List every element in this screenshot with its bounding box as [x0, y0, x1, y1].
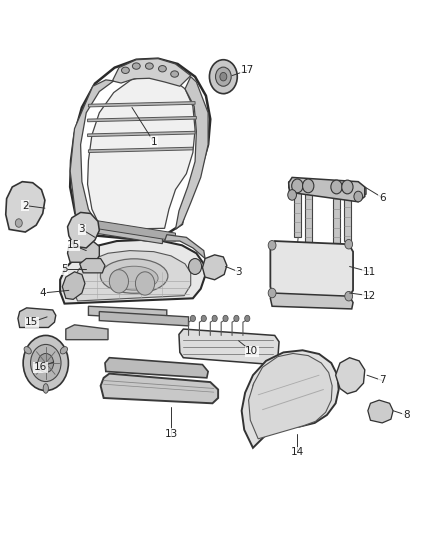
- Text: 8: 8: [403, 410, 410, 420]
- Circle shape: [345, 292, 353, 301]
- Polygon shape: [88, 131, 195, 136]
- Polygon shape: [289, 182, 366, 195]
- Text: 3: 3: [78, 224, 85, 235]
- Polygon shape: [333, 193, 340, 243]
- Text: 4: 4: [39, 288, 46, 298]
- Polygon shape: [73, 251, 191, 301]
- Text: 15: 15: [25, 317, 39, 327]
- Polygon shape: [67, 241, 99, 262]
- Text: 10: 10: [245, 346, 258, 357]
- Ellipse shape: [60, 346, 67, 354]
- Circle shape: [15, 219, 22, 227]
- Text: 6: 6: [379, 192, 385, 203]
- Polygon shape: [289, 177, 365, 202]
- Circle shape: [135, 272, 155, 295]
- Polygon shape: [221, 86, 227, 94]
- Ellipse shape: [159, 66, 166, 72]
- Circle shape: [268, 240, 276, 250]
- Polygon shape: [368, 400, 393, 423]
- Polygon shape: [88, 224, 162, 244]
- Ellipse shape: [145, 63, 153, 69]
- Circle shape: [215, 67, 231, 86]
- Polygon shape: [88, 75, 195, 229]
- Circle shape: [303, 179, 314, 193]
- Polygon shape: [66, 325, 108, 340]
- Text: 1: 1: [150, 137, 157, 147]
- Text: 11: 11: [363, 267, 376, 277]
- Circle shape: [190, 316, 195, 321]
- Ellipse shape: [121, 67, 129, 74]
- Polygon shape: [60, 240, 205, 304]
- Polygon shape: [242, 350, 339, 448]
- Polygon shape: [275, 252, 350, 293]
- Polygon shape: [99, 312, 188, 326]
- Circle shape: [342, 180, 353, 194]
- Circle shape: [110, 270, 128, 293]
- Ellipse shape: [24, 346, 32, 354]
- Text: 16: 16: [34, 362, 47, 372]
- Polygon shape: [202, 255, 227, 280]
- Polygon shape: [179, 329, 279, 365]
- Text: 17: 17: [240, 66, 254, 75]
- Text: 14: 14: [291, 447, 304, 457]
- Polygon shape: [88, 306, 167, 319]
- Polygon shape: [88, 147, 193, 152]
- Polygon shape: [67, 213, 99, 248]
- Circle shape: [188, 259, 201, 274]
- Circle shape: [38, 353, 53, 373]
- Ellipse shape: [171, 71, 179, 77]
- Circle shape: [331, 180, 342, 194]
- Circle shape: [268, 288, 276, 298]
- Ellipse shape: [110, 266, 158, 290]
- Ellipse shape: [132, 63, 140, 69]
- Polygon shape: [88, 116, 196, 122]
- Circle shape: [288, 190, 297, 200]
- Circle shape: [212, 316, 217, 321]
- Polygon shape: [336, 358, 365, 394]
- Polygon shape: [113, 59, 191, 86]
- Circle shape: [209, 60, 237, 94]
- Circle shape: [220, 72, 227, 81]
- Polygon shape: [18, 308, 56, 327]
- Circle shape: [223, 316, 228, 321]
- Polygon shape: [270, 241, 353, 297]
- Polygon shape: [176, 77, 208, 229]
- Text: 2: 2: [22, 200, 28, 211]
- Polygon shape: [70, 80, 114, 235]
- Polygon shape: [88, 102, 195, 107]
- Ellipse shape: [43, 384, 48, 393]
- Polygon shape: [105, 358, 208, 378]
- Circle shape: [234, 316, 239, 321]
- Polygon shape: [165, 235, 205, 259]
- Text: 7: 7: [379, 375, 385, 385]
- Text: 12: 12: [363, 290, 376, 301]
- Polygon shape: [80, 259, 105, 273]
- Circle shape: [23, 335, 68, 391]
- Polygon shape: [344, 193, 351, 241]
- Text: 15: 15: [67, 240, 80, 251]
- Text: 3: 3: [235, 267, 242, 277]
- Circle shape: [245, 316, 250, 321]
- Circle shape: [31, 344, 61, 382]
- Circle shape: [354, 191, 363, 202]
- Polygon shape: [6, 182, 45, 232]
- Polygon shape: [101, 374, 218, 403]
- Text: 13: 13: [165, 429, 178, 439]
- Polygon shape: [294, 192, 301, 237]
- Circle shape: [201, 316, 206, 321]
- Circle shape: [292, 179, 303, 193]
- Polygon shape: [62, 272, 85, 300]
- Polygon shape: [95, 220, 176, 241]
- Polygon shape: [270, 293, 353, 309]
- Text: 5: 5: [61, 264, 68, 274]
- Ellipse shape: [100, 259, 168, 293]
- Polygon shape: [249, 353, 332, 439]
- Polygon shape: [305, 192, 312, 243]
- Circle shape: [345, 239, 353, 249]
